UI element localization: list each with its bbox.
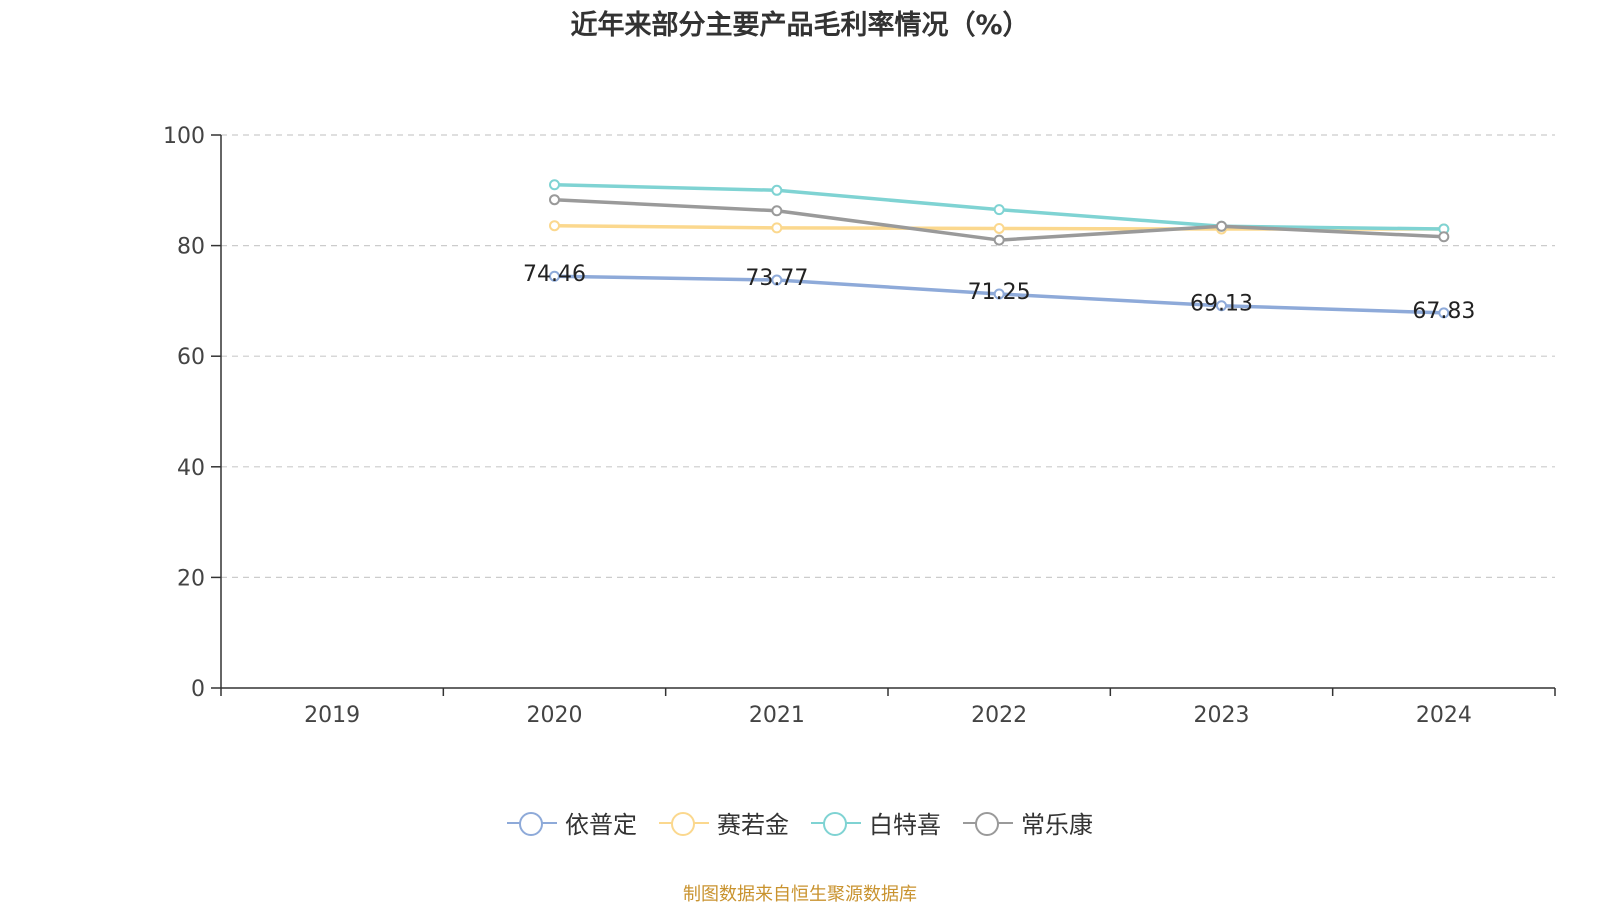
legend-marker-icon — [811, 811, 861, 836]
y-tick-label: 100 — [163, 124, 205, 149]
legend-marker-icon — [659, 811, 709, 836]
legend-label: 常乐康 — [1021, 811, 1093, 839]
legend-marker-icon — [507, 811, 557, 836]
data-label: 73.77 — [745, 266, 808, 291]
legend-label: 赛若金 — [717, 811, 789, 839]
x-tick-label: 2021 — [749, 703, 805, 728]
legend-item[interactable]: 依普定 — [507, 805, 637, 840]
legend-label: 依普定 — [565, 811, 637, 839]
data-point — [549, 270, 560, 282]
data-point — [1438, 231, 1450, 243]
x-tick-label: 2020 — [527, 703, 583, 728]
x-tick-label: 2024 — [1416, 703, 1472, 728]
data-point — [1216, 220, 1227, 232]
legend-item[interactable]: 常乐康 — [963, 805, 1093, 840]
x-tick-label: 2019 — [304, 703, 360, 728]
legend-marker-icon — [963, 811, 1013, 836]
data-point — [549, 194, 560, 206]
data-point — [1438, 307, 1450, 319]
legend-item[interactable]: 赛若金 — [659, 805, 789, 840]
x-tick-label: 2023 — [1194, 703, 1250, 728]
data-label: 67.83 — [1412, 299, 1475, 324]
data-label: 69.13 — [1190, 292, 1253, 317]
data-point — [993, 204, 1005, 216]
data-point — [993, 234, 1005, 246]
data-labels: 74.46 73.77 71.25 69.13 67.83 — [523, 262, 1475, 324]
data-point — [1216, 300, 1227, 312]
data-label: 74.46 — [523, 262, 586, 287]
y-tick-label: 80 — [177, 235, 205, 260]
data-point — [771, 222, 783, 234]
chart-title: 近年来部分主要产品毛利率情况（%） — [570, 10, 1030, 41]
legend-label: 白特喜 — [869, 811, 941, 839]
data-point — [549, 220, 560, 232]
data-point — [771, 274, 783, 286]
data-point — [993, 222, 1005, 234]
y-tick-label: 20 — [177, 566, 205, 591]
data-point — [771, 205, 783, 217]
x-tick-label: 2022 — [971, 703, 1027, 728]
data-point — [993, 288, 1005, 300]
data-label: 71.25 — [968, 280, 1031, 305]
y-tick-label: 60 — [177, 345, 205, 370]
series-lines — [549, 179, 1450, 319]
y-tick-label: 0 — [191, 677, 205, 702]
grid-lines — [221, 134, 1555, 579]
source-note: 制图数据来自恒生聚源数据库 — [683, 884, 917, 905]
legend: 依普定 赛若金 白特喜 常乐康 — [0, 805, 1600, 840]
legend-item[interactable]: 白特喜 — [811, 805, 941, 840]
data-point — [771, 184, 783, 196]
y-tick-label: 40 — [177, 456, 205, 481]
axes: 0 20 40 60 80 100 2019 2020 2021 2022 2023 2024 — [163, 124, 1556, 728]
data-point — [549, 179, 560, 191]
